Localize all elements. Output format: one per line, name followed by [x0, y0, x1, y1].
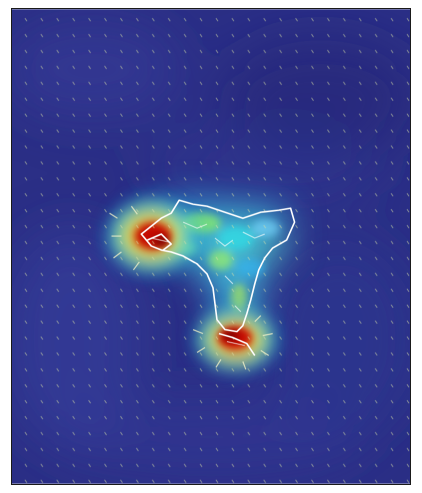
inner-streaks [151, 221, 265, 346]
heatmap-figure [12, 9, 410, 484]
vector-field-arrows [12, 9, 410, 484]
vector-arrows-strong [109, 205, 273, 370]
region-outline [140, 199, 296, 356]
heatmap-panel [11, 8, 411, 485]
